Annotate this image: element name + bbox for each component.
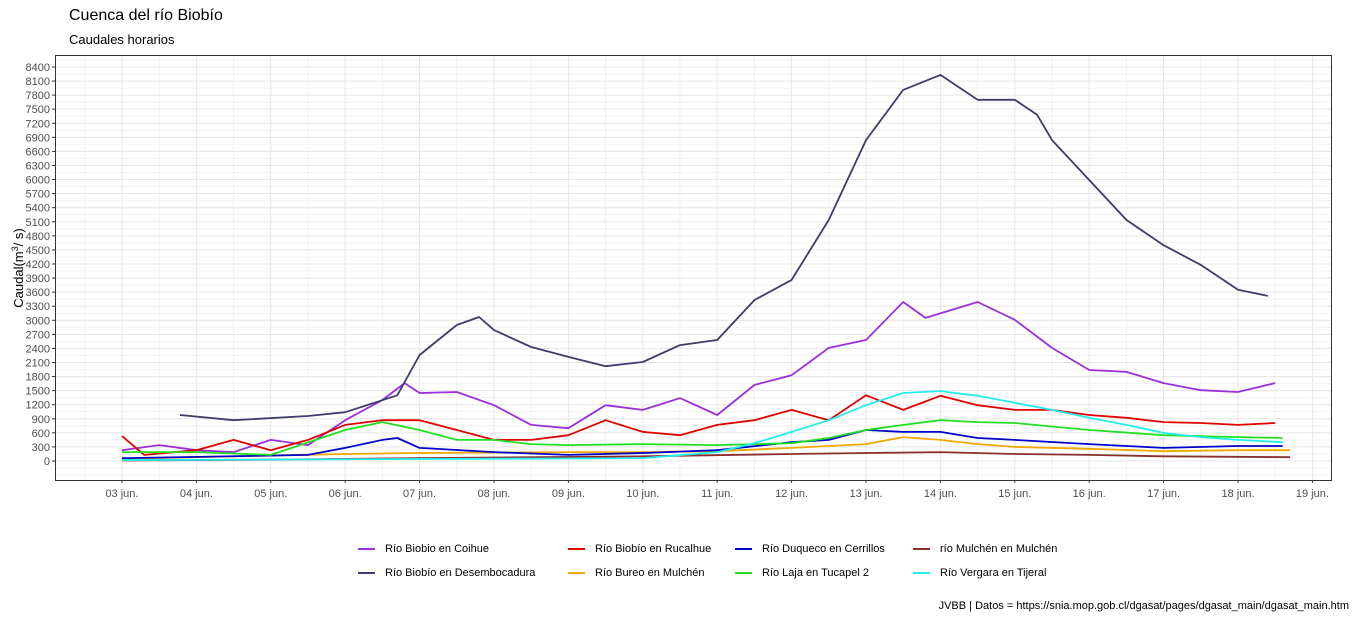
y-tick-label: 1800	[26, 372, 50, 384]
legend-item: Río Bureo en Mulchén	[568, 567, 704, 579]
y-tick-label: 6600	[26, 146, 50, 158]
y-axis: 0 300 600 900 1200 1500 1800 2100 2400 2700 3000 33…	[26, 62, 55, 468]
x-tick-label: 05 jun.	[254, 488, 287, 500]
legend-key-line	[358, 548, 375, 550]
legend-key-line	[568, 572, 585, 574]
x-tick-label: 18 jun.	[1221, 488, 1254, 500]
series-line-r-o-laja-en-tucapel-2	[122, 419, 1283, 456]
x-tick-label: 11 jun.	[701, 488, 733, 500]
plot-panel-border	[55, 55, 1332, 481]
legend-label: Río Biobío en Rucalhue	[595, 543, 712, 555]
x-tick-label: 17 jun.	[1147, 488, 1180, 500]
series-line-r-o-biobio-en-coihue	[121, 301, 1276, 454]
y-tick-label: 2400	[26, 343, 50, 355]
legend-label: Río Biobio en Coihue	[385, 543, 489, 555]
chart-title: Cuenca del río Biobío	[69, 7, 223, 24]
y-tick-label: 3000	[26, 315, 50, 327]
y-tick-label: 3300	[26, 301, 50, 313]
series-line-r-o-vergara-en-tijeral	[121, 390, 1283, 462]
y-tick-label: 4200	[26, 259, 50, 271]
x-tick-label: 12 jun.	[775, 488, 808, 500]
legend-label: Río Laja en Tucapel 2	[762, 567, 870, 579]
x-tick-label: 08 jun.	[477, 488, 510, 500]
legend-item: Río Laja en Tucapel 2	[735, 567, 869, 579]
y-tick-label: 900	[32, 414, 50, 426]
y-tick-label: 2700	[26, 329, 50, 341]
y-axis-title: Caudal(m3/ s)	[10, 228, 26, 307]
y-tick-label: 5700	[26, 189, 50, 201]
y-tick-label: 1500	[26, 386, 50, 398]
y-tick-label: 3600	[26, 287, 50, 299]
x-tick-label: 06 jun.	[329, 488, 362, 500]
x-axis: 03 jun. 04 jun. 05 jun. 06 jun. 07 jun. 08 ju…	[105, 480, 1329, 500]
legend-item: Río Biobio en Coihue	[358, 543, 489, 555]
y-tick-label: 7200	[26, 118, 50, 130]
y-tick-label: 2100	[26, 357, 50, 369]
series-lines	[121, 74, 1291, 462]
legend-label: Río Bureo en Mulchén	[595, 567, 705, 579]
x-tick-label: 03 jun.	[105, 488, 138, 500]
series-line-r-o-biob-o-en-rucalhue	[121, 394, 1276, 456]
legend-item: Río Vergara en Tijeral	[913, 567, 1046, 579]
legend-key-line	[735, 572, 752, 574]
series-line-r-o-biob-o-en-desembocadura	[179, 74, 1268, 422]
x-tick-label: 14 jun.	[924, 488, 957, 500]
gridlines	[55, 55, 1331, 480]
y-tick-label: 1200	[26, 400, 50, 412]
y-tick-label: 7800	[26, 90, 50, 102]
y-tick-label: 5400	[26, 203, 50, 215]
legend-item: Río Duqueco en Cerrillos	[735, 543, 885, 555]
legend-label: Río Biobío en Desembocadura	[385, 567, 536, 579]
x-tick-label: 07 jun.	[403, 488, 436, 500]
y-tick-label: 8400	[26, 62, 50, 74]
y-tick-label: 5100	[26, 217, 50, 229]
legend-label: río Mulchén en Mulchén	[940, 543, 1058, 555]
legend-key-line	[358, 572, 375, 574]
y-tick-label: 7500	[26, 104, 50, 116]
legend-item: Río Biobío en Rucalhue	[568, 543, 711, 555]
legend-item: río Mulchén en Mulchén	[913, 543, 1057, 555]
legend-key-line	[735, 548, 752, 550]
x-tick-label: 19 jun.	[1296, 488, 1329, 500]
y-tick-label: 300	[32, 442, 50, 454]
caption: JVBB | Datos = https://snia.mop.gob.cl/d…	[938, 600, 1349, 612]
y-tick-label: 4800	[26, 231, 50, 243]
x-tick-label: 13 jun.	[849, 488, 882, 500]
series-line-r-o-duqueco-en-cerrillos	[121, 429, 1283, 460]
y-tick-label: 4500	[26, 245, 50, 257]
legend-key-line	[913, 548, 930, 550]
x-tick-label: 10 jun.	[626, 488, 659, 500]
x-tick-label: 15 jun.	[998, 488, 1031, 500]
line-chart: 0 300 600 900 1200 1500 1800 2100 2400 2700 3000 33…	[10, 55, 1332, 500]
y-tick-label: 0	[44, 456, 50, 468]
legend-key-line	[568, 548, 585, 550]
x-tick-label: 09 jun.	[552, 488, 585, 500]
x-tick-label: 16 jun.	[1073, 488, 1106, 500]
y-tick-label: 3900	[26, 273, 50, 285]
y-tick-label: 8100	[26, 76, 50, 88]
legend-label: Río Duqueco en Cerrillos	[762, 543, 885, 555]
legend-key-line	[913, 572, 930, 574]
legend-label: Río Vergara en Tijeral	[940, 567, 1047, 579]
x-tick-label: 04 jun.	[180, 488, 213, 500]
chart-subtitle: Caudales horarios	[69, 32, 175, 47]
y-tick-label: 600	[32, 428, 50, 440]
y-tick-label: 6300	[26, 160, 50, 172]
y-tick-label: 6900	[26, 132, 50, 144]
y-tick-label: 6000	[26, 175, 50, 187]
legend-item: Río Biobío en Desembocadura	[358, 567, 535, 579]
